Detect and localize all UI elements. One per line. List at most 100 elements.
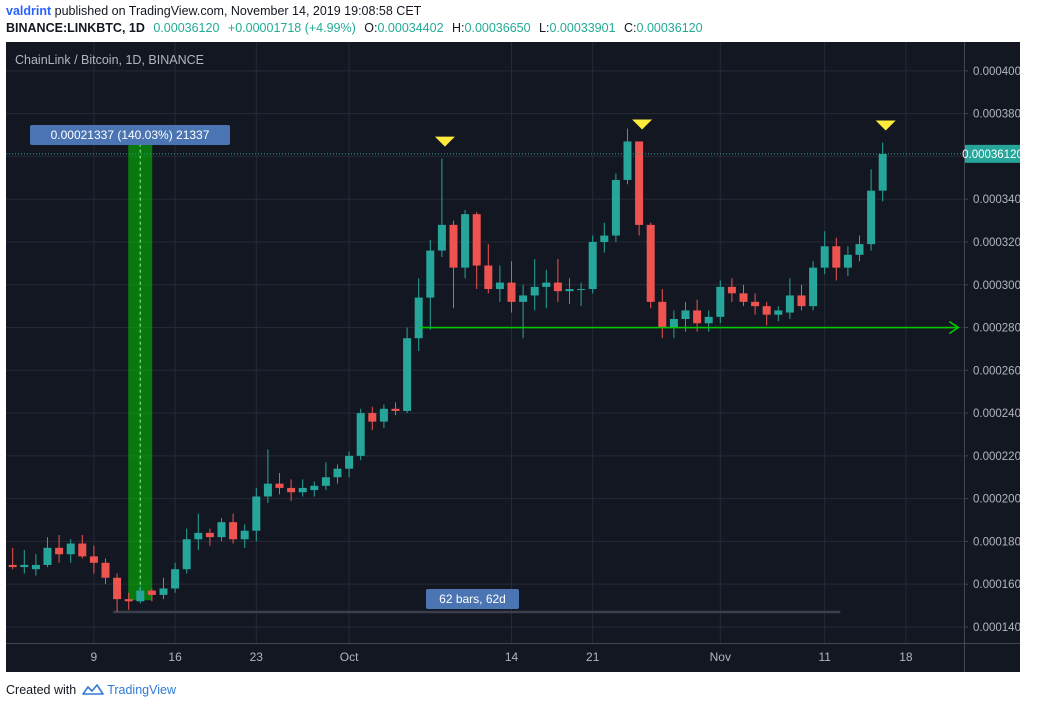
x-tick-label: 14 (505, 650, 519, 664)
candle-body (356, 413, 365, 456)
candle-body (472, 214, 481, 266)
y-tick-label: 0.00040000 (973, 66, 1020, 78)
candle-body (194, 532, 203, 540)
candle (252, 487, 261, 542)
candle-body (565, 289, 574, 292)
candle-body (426, 250, 435, 298)
candle-body (809, 267, 818, 307)
candle (843, 246, 852, 277)
candle-body (495, 282, 504, 290)
candle (867, 169, 876, 251)
candle-body (855, 244, 864, 255)
x-tick-label: 9 (91, 650, 98, 664)
candle-body (577, 289, 586, 291)
candle-body (461, 214, 470, 268)
x-tick-label: Nov (710, 650, 731, 664)
candle-body (391, 408, 400, 411)
candle (298, 479, 307, 497)
bars-label-box (426, 589, 519, 609)
candle (217, 517, 226, 542)
candle-body (403, 338, 412, 411)
top-marker-icon (632, 119, 653, 130)
candle (113, 573, 122, 612)
candle (194, 513, 203, 550)
candle-body (298, 487, 307, 493)
candle (809, 261, 818, 311)
candle (391, 402, 400, 416)
measure-label-box (30, 125, 230, 145)
open-label: O: (364, 21, 378, 35)
candle-body (124, 599, 133, 602)
candle-body (611, 179, 620, 236)
candle (519, 284, 528, 339)
candle-body (379, 408, 388, 422)
author-link[interactable]: valdrint (6, 4, 52, 18)
bars-label: 62 bars, 62d (439, 592, 506, 606)
candle (229, 513, 238, 544)
candle-body (310, 485, 319, 491)
candle (449, 220, 458, 309)
candle-body (553, 282, 562, 292)
candle-body (147, 590, 156, 595)
measure-label: 0.00021337 (140.03%) 21337 (51, 128, 210, 142)
candle-body (287, 487, 296, 493)
candle (414, 278, 423, 352)
candle (832, 237, 841, 281)
candle (635, 141, 644, 236)
candle-body (437, 224, 446, 251)
candle-body (739, 293, 748, 302)
candle-body (240, 530, 249, 540)
candle (8, 547, 17, 570)
candle-body (229, 522, 238, 540)
candle-body (252, 496, 261, 531)
candle (321, 462, 330, 491)
y-tick-label: 0.00020000 (973, 494, 1020, 506)
tradingview-link[interactable]: TradingView (107, 683, 176, 697)
candle (716, 280, 725, 324)
candle-body (159, 588, 168, 595)
candle (426, 239, 435, 330)
top-marker-icon (875, 120, 896, 131)
candle (878, 142, 887, 202)
y-tick-label: 0.00038000 (973, 109, 1020, 121)
y-tick-label: 0.00026000 (973, 365, 1020, 377)
candle-body (333, 468, 342, 478)
y-tick-label: 0.00022000 (973, 451, 1020, 463)
candle-body (217, 522, 226, 538)
candle-body (646, 224, 655, 302)
candle (623, 128, 632, 185)
x-tick-label: 23 (250, 650, 264, 664)
candle (89, 545, 98, 574)
close-value: 0.00036120 (636, 21, 703, 35)
candle-body (542, 282, 551, 287)
candle-body (751, 301, 760, 307)
candle-body (368, 413, 377, 422)
created-with-text: Created with (6, 683, 77, 697)
candle-body (693, 310, 702, 324)
y-tick-label: 0.00014000 (973, 622, 1020, 634)
candle (565, 278, 574, 305)
candle-body (704, 316, 713, 324)
footer: Created with TradingView (6, 683, 176, 697)
candle-body (171, 569, 180, 589)
y-tick-label: 0.00030000 (973, 280, 1020, 292)
candle (751, 293, 760, 315)
candle-body (43, 547, 52, 565)
candlestick-chart[interactable]: 0.00021337 (140.03%) 21337 62 bars, 62d Ch… (6, 42, 1020, 672)
candle (507, 261, 516, 313)
candle-body (519, 295, 528, 302)
candle-body (321, 477, 330, 486)
candle (345, 451, 354, 478)
candle (669, 310, 678, 339)
candle-body (55, 547, 64, 555)
ohlc-line: BINANCE:LINKBTC, 1D 0.00036120 +0.000017… (6, 21, 703, 35)
candle (159, 577, 168, 600)
candle-body (113, 577, 122, 600)
candle-body (89, 556, 98, 563)
candle (461, 209, 470, 279)
tradingview-logo-icon (82, 684, 104, 695)
candle (101, 558, 110, 585)
last-price-tag (965, 144, 1020, 163)
candle-body (774, 310, 783, 315)
candle-body (263, 483, 272, 497)
